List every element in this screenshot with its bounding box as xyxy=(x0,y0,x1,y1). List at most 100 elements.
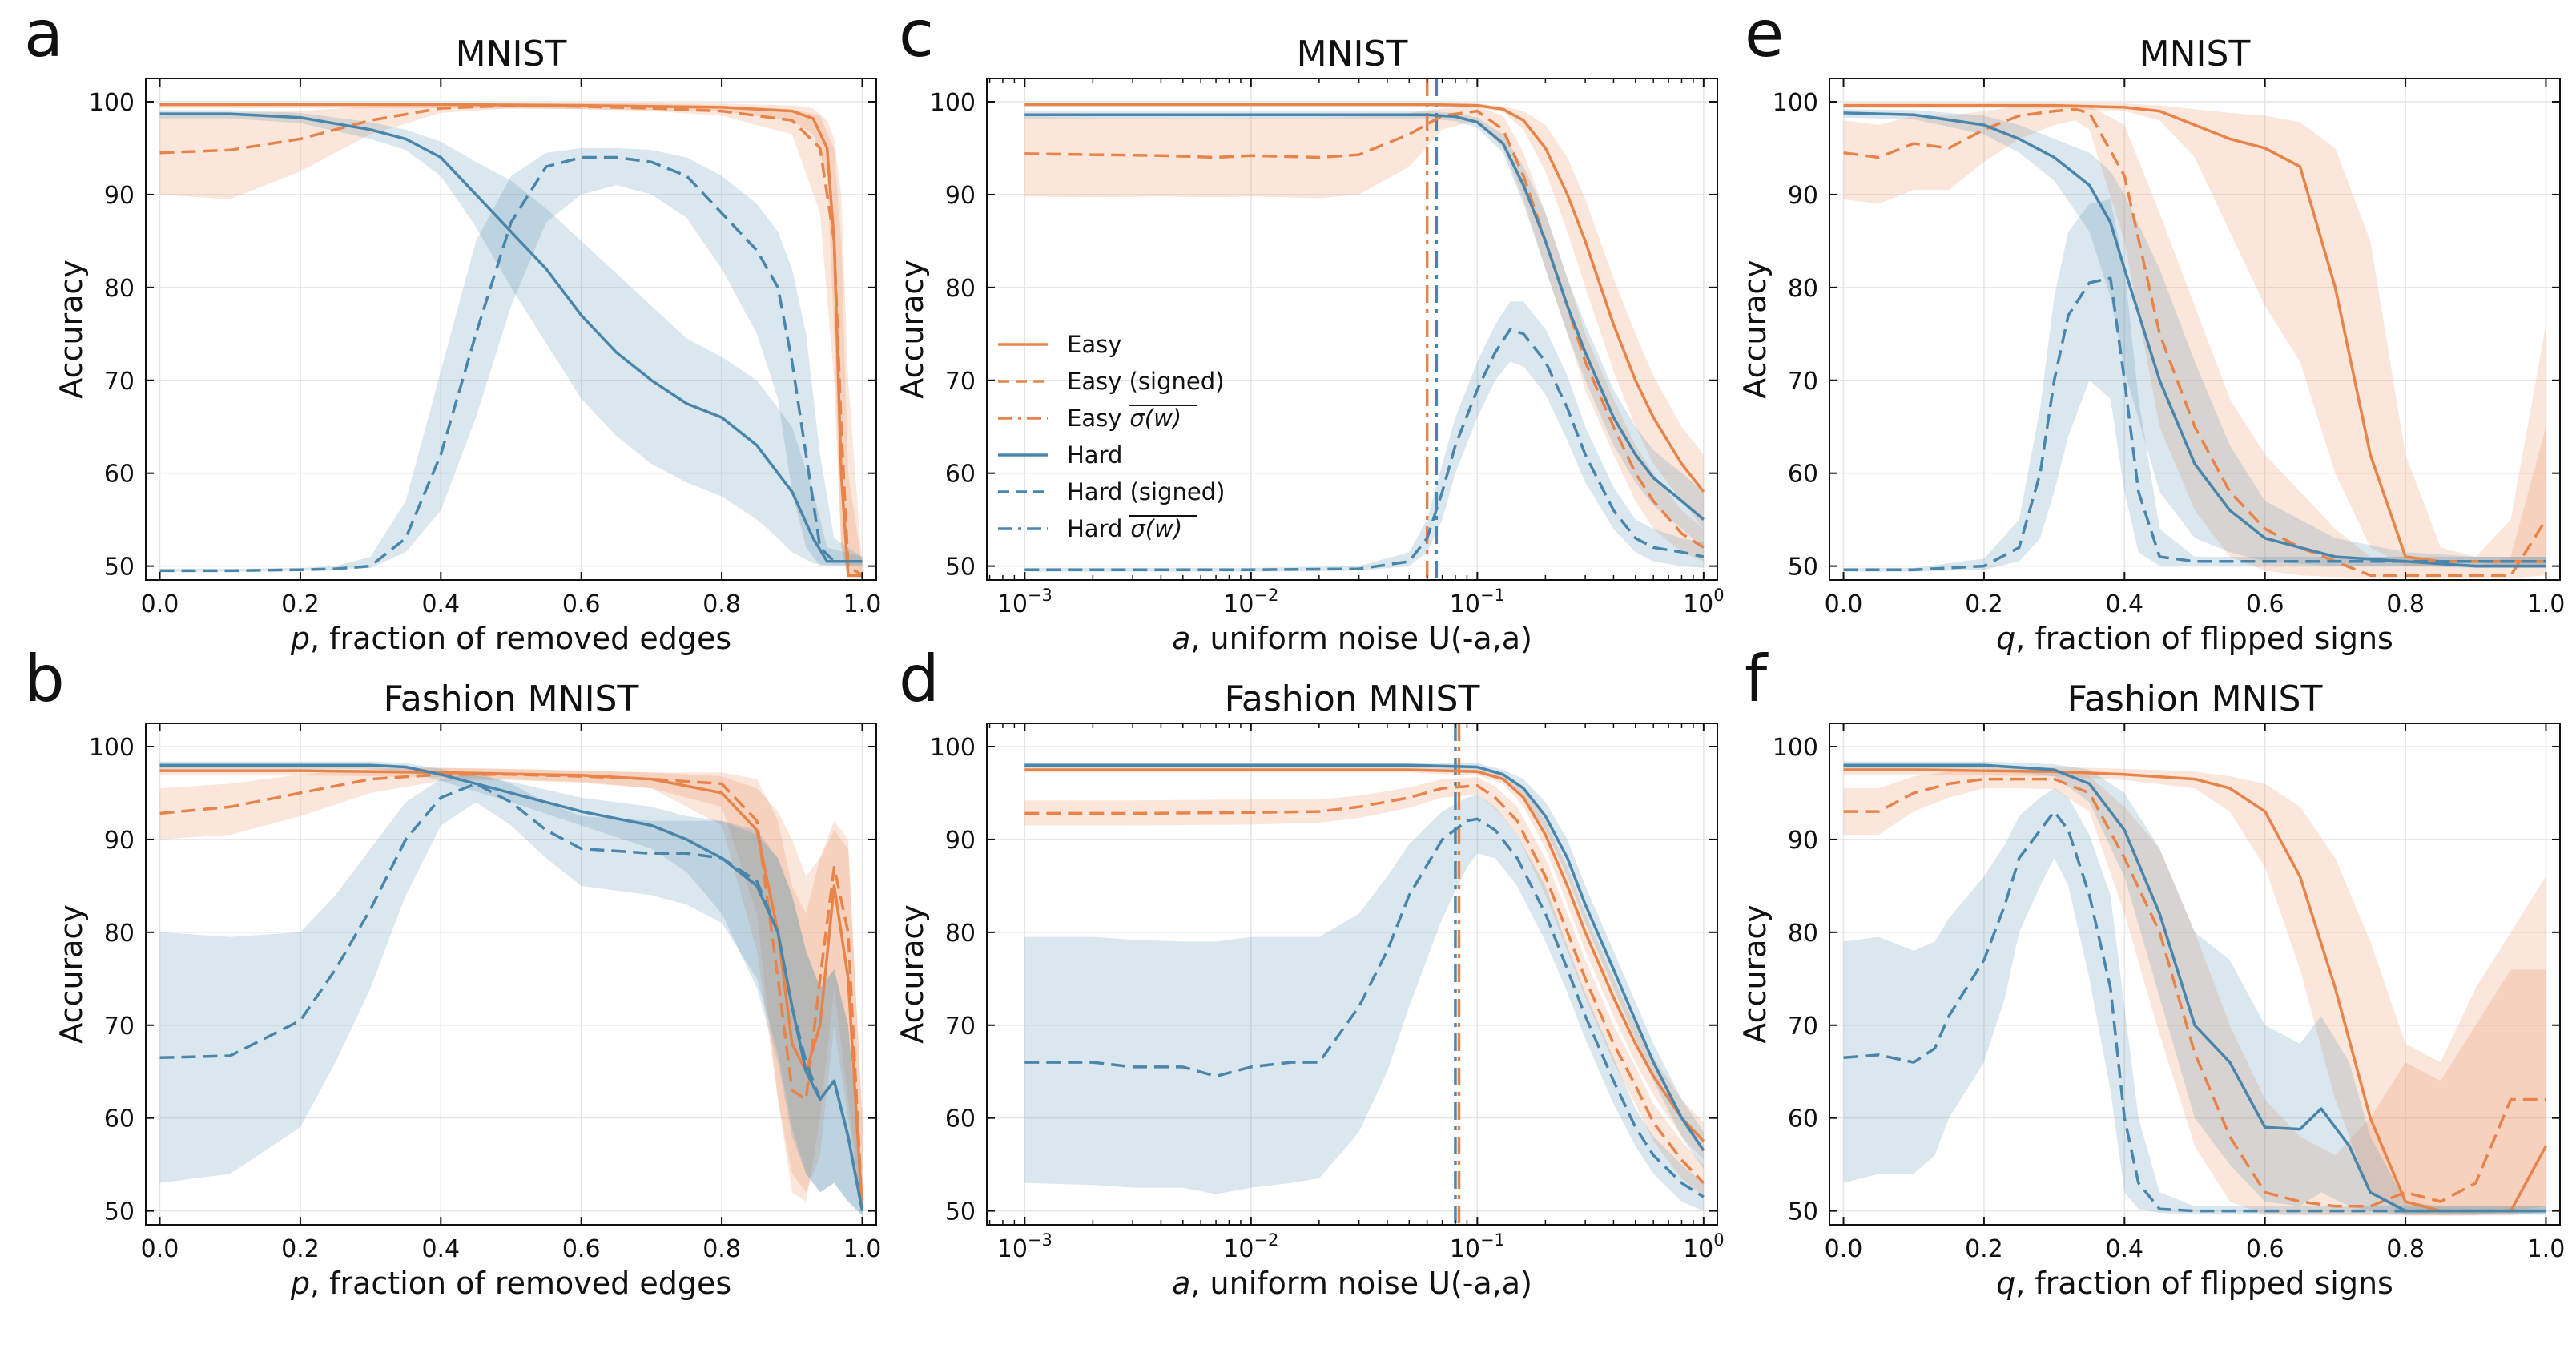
legend-label: Easy xyxy=(1067,331,1121,358)
x-tick-label: 0.0 xyxy=(141,590,179,618)
y-tick-label: 70 xyxy=(945,1013,976,1041)
gridlines xyxy=(987,79,1717,580)
series-line-easy xyxy=(1024,768,1705,1142)
y-tick-label: 70 xyxy=(104,1013,135,1041)
axes-frame xyxy=(1829,723,2561,1226)
y-tick-label: 50 xyxy=(104,1198,135,1226)
confidence-band-hard-signed xyxy=(1843,788,2546,1215)
confidence-band-easy-signed xyxy=(1843,770,2546,1216)
legend-label: Hard σ(w) xyxy=(1067,515,1182,542)
series-line-easy xyxy=(159,103,863,577)
plot-area xyxy=(159,761,864,1216)
series-line-hard-signed xyxy=(1024,817,1705,1198)
panel-c: c MNIST 10−3 10−2 10−1 100 50 60 70 80 90 100 a, uni… xyxy=(895,0,1725,656)
legend-label: Easy (signed) xyxy=(1067,368,1224,395)
y-tick-label: 50 xyxy=(1788,554,1818,582)
y-tick-label: 100 xyxy=(930,734,976,762)
chart-title: Fashion MNIST xyxy=(384,678,639,719)
series-line-hard xyxy=(159,112,863,563)
plot-area xyxy=(1843,761,2548,1216)
gridlines xyxy=(1829,79,2560,580)
series-line-easy-signed xyxy=(1024,783,1705,1185)
x-tick-label: 0.2 xyxy=(1965,1235,2003,1263)
x-tick-label: 10−3 xyxy=(997,586,1053,618)
y-tick-label: 80 xyxy=(1788,275,1818,303)
confidence-band-easy-signed xyxy=(1024,777,1704,1198)
series-line-hard xyxy=(1024,113,1705,521)
x-axis-label: q, fraction of flipped signs xyxy=(1996,621,2393,656)
x-tick-label: 0.4 xyxy=(421,1235,460,1263)
x-tick-label: 10−1 xyxy=(1450,586,1505,618)
series-line-hard xyxy=(1843,111,2546,568)
panel-letter-b: b xyxy=(24,642,65,716)
x-tick-label: 0.6 xyxy=(562,590,601,618)
x-tick-label: 0.0 xyxy=(1825,1235,1863,1263)
gridlines xyxy=(146,723,876,1225)
y-tick-label: 60 xyxy=(1788,1105,1818,1133)
y-axis-label: Accuracy xyxy=(54,904,89,1044)
panel-f: f Fashion MNIST 0.0 0.2 0.4 0.6 0.8 1.0 50 60 70 80… xyxy=(1737,642,2565,1301)
series-line-easy-signed xyxy=(159,103,863,577)
confidence-band-hard xyxy=(1843,109,2546,568)
y-tick-label: 100 xyxy=(930,89,976,117)
panel-letter-e: e xyxy=(1745,0,1784,71)
legend-label: Hard xyxy=(1067,441,1122,469)
axes-frame xyxy=(145,723,877,1226)
y-tick-label: 80 xyxy=(945,275,976,303)
axes-frame xyxy=(145,78,877,581)
series-line-easy-signed xyxy=(1024,109,1705,549)
confidence-band-easy-signed xyxy=(1024,106,1704,562)
chart-title: Fashion MNIST xyxy=(2067,678,2323,719)
panel-letter-f: f xyxy=(1745,642,1769,716)
y-tick-label: 60 xyxy=(945,461,976,489)
panel-letter-d: d xyxy=(899,642,940,716)
x-tick-label: 0.2 xyxy=(281,590,320,618)
y-tick-label: 90 xyxy=(1788,827,1818,855)
y-axis-label: Accuracy xyxy=(1737,260,1773,399)
x-tick-label: 0.8 xyxy=(2386,1235,2425,1263)
x-tick-label: 1.0 xyxy=(2527,590,2566,618)
plot-area xyxy=(1024,723,1705,1225)
chart-title: MNIST xyxy=(1297,34,1408,74)
x-tick-label: 0.6 xyxy=(2246,590,2284,618)
x-axis-label: q, fraction of flipped signs xyxy=(1996,1266,2393,1301)
y-tick-label: 100 xyxy=(89,89,135,117)
axes-frame xyxy=(1829,78,2561,581)
series-line-easy xyxy=(1024,103,1705,493)
axes-frame xyxy=(986,723,1718,1226)
panel-e: e MNIST 0.0 0.2 0.4 0.6 0.8 1.0 50 60 70 80 90 100 q, … xyxy=(1737,0,2565,656)
x-tick-label: 10−1 xyxy=(1450,1230,1505,1263)
series-line-easy-signed xyxy=(1843,107,2547,577)
plot-area xyxy=(159,103,863,578)
x-tick-label: 10−3 xyxy=(997,1230,1053,1263)
series-line-easy xyxy=(159,769,864,1211)
x-tick-label: 100 xyxy=(1683,586,1725,618)
confidence-band-easy xyxy=(1843,766,2546,1216)
chart-title: Fashion MNIST xyxy=(1225,678,1480,719)
y-axis-label: Accuracy xyxy=(1737,904,1773,1044)
x-tick-label: 0.2 xyxy=(1965,590,2003,618)
y-tick-label: 70 xyxy=(1788,1013,1818,1041)
y-axis-label: Accuracy xyxy=(54,260,89,399)
panel-a: a MNIST 0.0 0.2 0.4 0.6 0.8 1.0 50 60 70 80 90 100 p, … xyxy=(24,0,881,656)
series-line-hard-signed xyxy=(1024,328,1705,571)
series-line-hard-signed xyxy=(159,155,863,573)
x-axis-label: a, uniform noise U(-a,a) xyxy=(1172,1266,1532,1301)
y-tick-label: 100 xyxy=(89,734,135,762)
x-tick-label: 0.6 xyxy=(2246,1235,2284,1263)
y-tick-label: 70 xyxy=(1788,368,1818,396)
y-tick-label: 70 xyxy=(104,368,135,396)
x-tick-label: 0.8 xyxy=(2386,590,2425,618)
x-tick-label: 10−2 xyxy=(1223,586,1278,618)
confidence-band-easy-signed xyxy=(1843,104,2546,578)
series-line-hard-signed xyxy=(1843,810,2546,1213)
y-tick-label: 80 xyxy=(1788,920,1818,948)
legend-label: Easy σ(w) xyxy=(1067,405,1181,432)
confidence-band-hard xyxy=(1843,761,2546,1215)
x-tick-label: 0.8 xyxy=(702,590,741,618)
y-tick-label: 70 xyxy=(945,368,976,396)
x-tick-label: 0.8 xyxy=(702,1235,741,1263)
x-tick-label: 1.0 xyxy=(2527,1235,2566,1263)
chart-title: MNIST xyxy=(2139,34,2251,74)
series-line-easy xyxy=(1843,103,2546,563)
